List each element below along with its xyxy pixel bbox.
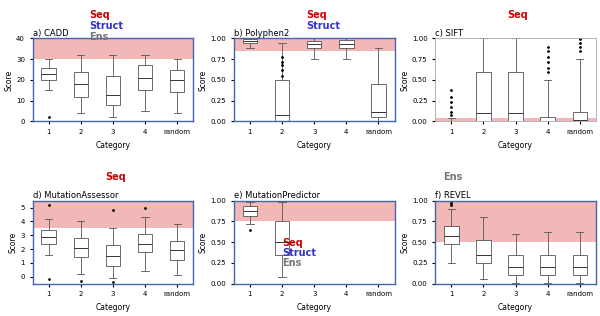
Text: Ens: Ens — [89, 32, 108, 42]
PathPatch shape — [41, 230, 56, 244]
PathPatch shape — [170, 241, 184, 260]
PathPatch shape — [339, 40, 353, 48]
PathPatch shape — [476, 72, 491, 121]
Bar — [435, 118, 596, 121]
Text: Seq: Seq — [306, 10, 327, 20]
Text: Struct: Struct — [89, 21, 123, 31]
Bar — [435, 201, 596, 242]
Y-axis label: Score: Score — [4, 69, 13, 91]
Y-axis label: Score: Score — [199, 69, 208, 91]
X-axis label: Category: Category — [95, 141, 130, 150]
Bar — [32, 39, 193, 59]
Y-axis label: Score: Score — [8, 232, 17, 253]
Text: f) REVEL: f) REVEL — [435, 191, 471, 200]
Y-axis label: Score: Score — [400, 69, 409, 91]
Text: d) MutationAssessor: d) MutationAssessor — [32, 191, 118, 200]
PathPatch shape — [170, 70, 184, 93]
X-axis label: Category: Category — [297, 141, 332, 150]
Text: Seq: Seq — [508, 10, 528, 20]
Text: Seq: Seq — [89, 10, 110, 20]
PathPatch shape — [572, 255, 587, 275]
PathPatch shape — [138, 65, 152, 90]
PathPatch shape — [138, 234, 152, 252]
Text: Ens: Ens — [282, 258, 301, 268]
PathPatch shape — [74, 72, 88, 97]
Text: Seq: Seq — [105, 173, 125, 182]
X-axis label: Category: Category — [297, 303, 332, 312]
Text: b) Polyphen2: b) Polyphen2 — [234, 29, 289, 38]
PathPatch shape — [275, 222, 289, 255]
PathPatch shape — [243, 39, 257, 43]
PathPatch shape — [307, 41, 322, 48]
PathPatch shape — [106, 245, 120, 266]
PathPatch shape — [476, 240, 491, 263]
PathPatch shape — [508, 72, 523, 121]
Y-axis label: Score: Score — [199, 232, 208, 253]
PathPatch shape — [444, 226, 458, 244]
Bar — [234, 201, 395, 222]
X-axis label: Category: Category — [95, 303, 130, 312]
PathPatch shape — [541, 117, 555, 121]
PathPatch shape — [41, 68, 56, 80]
Bar — [32, 201, 193, 228]
Text: Struct: Struct — [282, 248, 316, 258]
PathPatch shape — [508, 255, 523, 275]
PathPatch shape — [572, 112, 587, 121]
Text: Ens: Ens — [443, 173, 463, 182]
X-axis label: Category: Category — [498, 141, 533, 150]
Text: e) MutationPredictor: e) MutationPredictor — [234, 191, 320, 200]
Text: c) SIFT: c) SIFT — [435, 29, 463, 38]
Text: a) CADD: a) CADD — [32, 29, 68, 38]
Text: Struct: Struct — [306, 21, 340, 31]
PathPatch shape — [371, 84, 386, 117]
PathPatch shape — [275, 80, 289, 121]
Y-axis label: Score: Score — [400, 232, 409, 253]
PathPatch shape — [243, 206, 257, 216]
PathPatch shape — [106, 76, 120, 105]
PathPatch shape — [74, 238, 88, 257]
X-axis label: Category: Category — [498, 303, 533, 312]
Bar — [234, 39, 395, 51]
PathPatch shape — [541, 255, 555, 275]
Text: Seq: Seq — [282, 238, 303, 248]
